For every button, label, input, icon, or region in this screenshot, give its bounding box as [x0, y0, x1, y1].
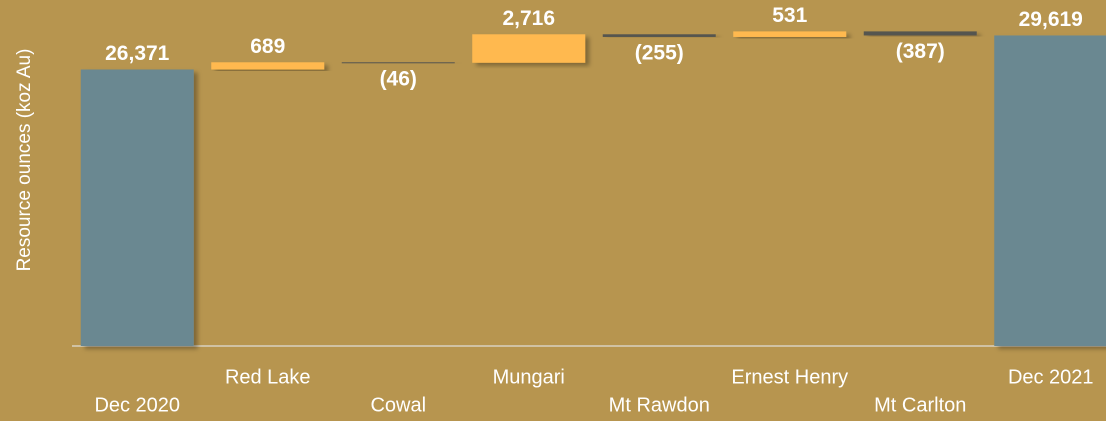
- bar: [733, 31, 847, 37]
- value-label: 689: [250, 35, 285, 58]
- bar: [80, 69, 194, 346]
- x-tick-label: Cowal: [370, 394, 426, 416]
- bar: [863, 31, 977, 36]
- x-tick-label: Ernest Henry: [731, 366, 848, 388]
- bar: [211, 62, 325, 70]
- bar: [994, 35, 1106, 346]
- value-label: 531: [772, 4, 807, 27]
- x-tick-label: Mungari: [493, 366, 565, 388]
- x-tick-label: Dec 2020: [94, 394, 180, 416]
- value-label: 26,371: [105, 42, 170, 65]
- x-tick-label: Mt Rawdon: [609, 394, 710, 416]
- value-label: (255): [635, 42, 684, 65]
- bar: [472, 34, 586, 63]
- x-tick-label: Dec 2021: [1008, 366, 1094, 388]
- bar: [602, 34, 716, 37]
- x-tick-label: Red Lake: [225, 366, 311, 388]
- value-label: (46): [380, 67, 417, 90]
- bar: [341, 62, 455, 64]
- value-label: 29,619: [1019, 8, 1083, 31]
- x-tick-label: Mt Carlton: [874, 394, 966, 416]
- value-label: (387): [896, 40, 945, 63]
- y-axis-label: Resource ounces (koz Au): [14, 49, 35, 272]
- value-label: 2,716: [502, 7, 555, 30]
